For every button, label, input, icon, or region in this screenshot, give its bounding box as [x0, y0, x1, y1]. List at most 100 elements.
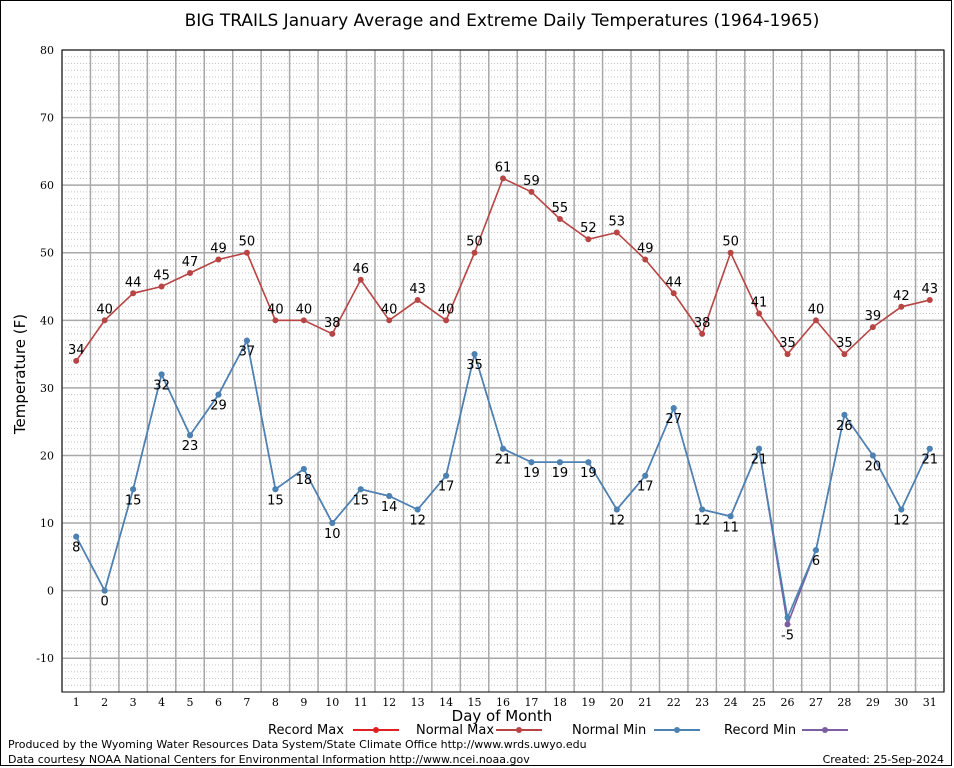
normal-max-data-label: 44 — [665, 275, 682, 290]
normal-min-point — [443, 472, 450, 479]
normal-min-point — [841, 411, 848, 418]
normal-max-data-label: 35 — [779, 336, 796, 351]
legend-marker-record-max — [373, 727, 379, 733]
chart-title: BIG TRAILS January Average and Extreme D… — [185, 11, 820, 31]
x-tick-label: 13 — [411, 696, 425, 709]
normal-max-data-label: 40 — [808, 302, 825, 317]
normal-max-data-label: 40 — [96, 302, 113, 317]
normal-max-data-label: 42 — [893, 289, 910, 304]
normal-max-data-label: 41 — [751, 296, 768, 311]
normal-max-data-label: 50 — [239, 235, 256, 250]
x-tick-label: 24 — [724, 696, 738, 709]
x-tick-label: 6 — [215, 696, 222, 709]
normal-max-point — [386, 317, 393, 324]
normal-max-point — [784, 351, 791, 358]
x-tick-label: 14 — [439, 696, 453, 709]
normal-max-data-label: 52 — [580, 221, 597, 236]
x-tick-label: 1 — [73, 696, 80, 709]
normal-max-point — [414, 297, 421, 304]
normal-max-point — [642, 256, 649, 263]
record-min-data-label: 14 — [381, 500, 398, 515]
normal-min-point — [670, 405, 677, 412]
normal-max-point — [528, 188, 535, 195]
record-min-data-label: 21 — [495, 453, 512, 468]
normal-max-data-label: 59 — [523, 174, 540, 189]
normal-min-point — [898, 506, 905, 513]
x-axis-label: Day of Month — [452, 707, 553, 725]
normal-max-point — [841, 351, 848, 358]
x-tick-label: 9 — [300, 696, 307, 709]
record-min-data-label: 19 — [523, 466, 540, 481]
normal-min-point — [869, 452, 876, 459]
record-min-point — [784, 621, 791, 628]
normal-min-point — [812, 547, 819, 554]
normal-max-data-label: 49 — [210, 241, 227, 256]
record-min-data-label: 23 — [182, 439, 199, 454]
normal-max-point — [130, 290, 137, 297]
y-tick-label: 10 — [40, 517, 54, 530]
footer-produced-by: Produced by the Wyoming Water Resources … — [8, 738, 587, 751]
normal-max-data-label: 55 — [552, 201, 569, 216]
normal-max-data-label: 40 — [381, 302, 398, 317]
x-tick-label: 18 — [553, 696, 567, 709]
record-min-data-label: 0 — [101, 595, 109, 610]
record-min-data-label: 18 — [296, 473, 313, 488]
x-tick-label: 8 — [272, 696, 279, 709]
normal-max-point — [357, 276, 364, 283]
record-min-data-label: 8 — [72, 541, 80, 556]
series-layer: 34 40 44 45 47 49 50 40 40 38 46 40 43 40 50 61 59 55 52 53… — [68, 160, 938, 643]
normal-max-point — [73, 357, 80, 364]
normal-min-point — [73, 533, 80, 540]
x-tick-label: 17 — [524, 696, 538, 709]
record-min-data-label: 11 — [722, 520, 739, 535]
x-axis-ticks: 1 2 3 4 5 6 7 8 9 10 11 12 13 14 15 16 17 18 19 20 21 22 23 24 2… — [73, 696, 937, 709]
record-min-data-label: 17 — [637, 480, 654, 495]
footer-created-date: Created: 25-Sep-2024 — [822, 753, 944, 766]
record-min-data-label: 29 — [210, 399, 227, 414]
normal-max-data-label: 45 — [153, 269, 170, 284]
normal-max-point — [243, 249, 250, 256]
normal-max-point — [556, 215, 563, 222]
x-tick-label: 11 — [354, 696, 368, 709]
normal-max-point — [613, 229, 620, 236]
legend-label-normal-max: Normal Max — [416, 723, 494, 738]
record-min-data-label: 10 — [324, 527, 341, 542]
x-tick-label: 3 — [130, 696, 137, 709]
normal-min-point — [386, 493, 393, 500]
record-min-data-label: 12 — [694, 514, 711, 529]
x-tick-label: 23 — [695, 696, 709, 709]
record-min-data-label: 21 — [751, 453, 768, 468]
x-tick-label: 27 — [809, 696, 823, 709]
y-tick-label: 20 — [40, 449, 54, 462]
x-tick-label: 4 — [158, 696, 165, 709]
normal-min-point — [101, 587, 108, 594]
normal-max-data-label: 49 — [637, 241, 654, 256]
x-tick-label: 12 — [382, 696, 396, 709]
y-axis-label: Temperature (F) — [11, 314, 29, 435]
normal-max-data-label: 38 — [694, 316, 711, 331]
normal-max-data-label: 61 — [495, 160, 512, 175]
record-min-data-label: 15 — [352, 493, 369, 508]
x-tick-label: 26 — [781, 696, 795, 709]
record-min-data-label: 37 — [239, 345, 256, 360]
x-tick-label: 20 — [610, 696, 624, 709]
x-tick-label: 29 — [866, 696, 880, 709]
normal-min-point — [556, 459, 563, 466]
normal-min-point — [471, 351, 478, 358]
normal-max-data-label: 39 — [865, 309, 882, 324]
normal-max-point — [727, 249, 734, 256]
x-tick-label: 22 — [667, 696, 681, 709]
legend-marker-normal-max — [516, 727, 522, 733]
x-tick-label: 2 — [101, 696, 108, 709]
normal-min-point — [357, 486, 364, 493]
normal-min-point — [528, 459, 535, 466]
normal-min-point — [500, 445, 506, 452]
normal-max-point — [329, 330, 336, 337]
normal-max-point — [471, 249, 478, 256]
normal-min-point — [414, 506, 421, 513]
x-tick-label: 30 — [894, 696, 908, 709]
normal-min-point — [642, 472, 649, 479]
record-min-data-label: 35 — [466, 358, 483, 373]
x-tick-label: 10 — [325, 696, 339, 709]
